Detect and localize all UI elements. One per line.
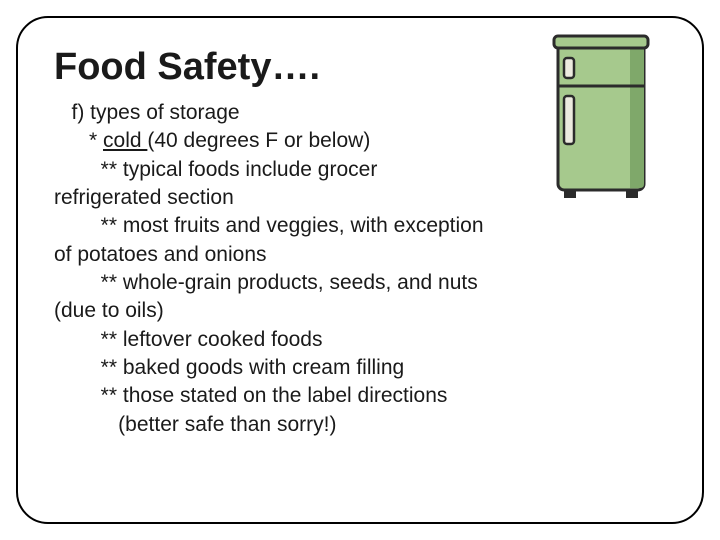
slide-frame: Food Safety…. f) types of storage * cold…	[16, 16, 704, 524]
fridge-icon	[540, 32, 660, 202]
line-cold-post: (40 degrees F or below)	[147, 129, 370, 152]
fridge-top	[554, 36, 648, 48]
fridge-foot-right	[626, 190, 638, 198]
line-leftover: ** leftover cooked foods	[54, 326, 666, 354]
fridge-shade	[630, 42, 644, 188]
line-fruits-2: of potatoes and onions	[54, 241, 666, 269]
fridge-handle-lower	[564, 96, 574, 144]
fridge-handle-upper	[564, 58, 574, 78]
line-fruits-1: ** most fruits and veggies, with excepti…	[54, 212, 666, 240]
line-baked: ** baked goods with cream filling	[54, 354, 666, 382]
line-sorry: (better safe than sorry!)	[54, 411, 666, 439]
line-cold-pre: *	[54, 129, 103, 152]
line-cold-underline: cold	[103, 129, 147, 152]
line-grain-2: (due to oils)	[54, 297, 666, 325]
line-grain-1: ** whole-grain products, seeds, and nuts	[54, 269, 666, 297]
fridge-foot-left	[564, 190, 576, 198]
line-label: ** those stated on the label directions	[54, 382, 666, 410]
